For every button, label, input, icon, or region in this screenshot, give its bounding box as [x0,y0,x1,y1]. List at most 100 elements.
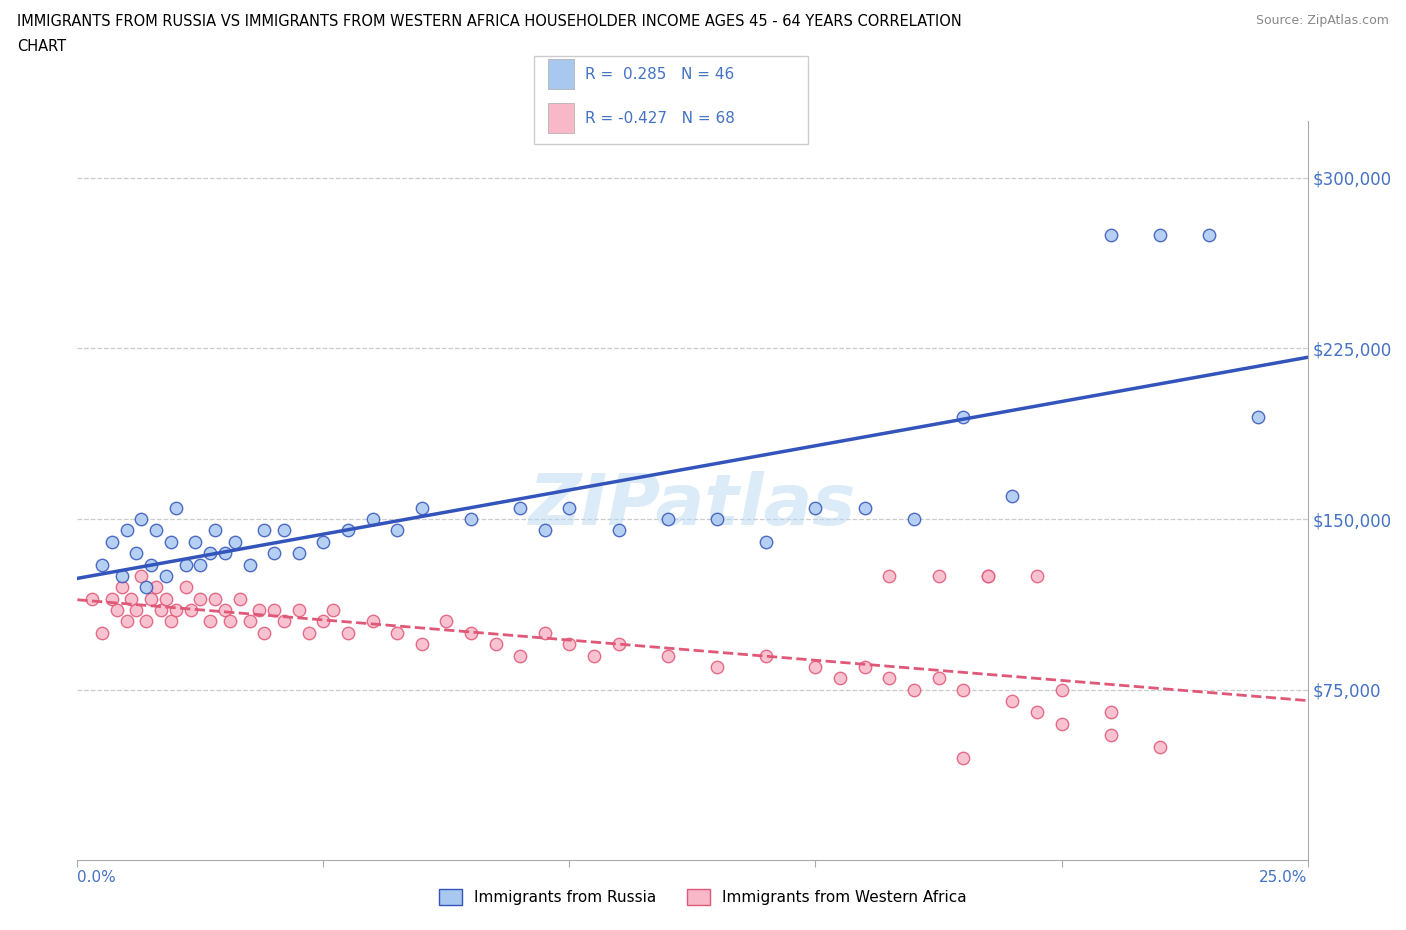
Point [755,535,778,550]
Point [174,557,197,572]
Point [263,603,285,618]
Point [952,683,974,698]
Point [115,614,138,629]
Point [411,637,433,652]
Point [361,512,384,526]
Point [322,603,344,618]
Text: IMMIGRANTS FROM RUSSIA VS IMMIGRANTS FROM WESTERN AFRICA HOUSEHOLDER INCOME AGES: IMMIGRANTS FROM RUSSIA VS IMMIGRANTS FRO… [17,14,962,29]
Point [155,591,177,606]
Point [755,648,778,663]
Point [180,603,202,618]
Point [312,535,335,550]
Point [239,557,262,572]
Point [804,659,827,674]
Point [534,625,557,640]
Point [253,523,276,538]
Point [460,512,482,526]
Point [101,535,124,550]
Point [229,591,252,606]
Point [534,523,557,538]
Point [298,625,321,640]
Point [115,523,138,538]
Point [141,591,163,606]
Point [288,603,311,618]
Point [145,579,167,594]
Point [214,546,236,561]
Point [928,671,950,685]
Point [1198,227,1220,242]
Point [952,409,974,424]
Point [1247,409,1270,424]
Point [387,625,409,640]
Point [200,546,222,561]
Point [607,637,630,652]
Point [105,603,128,618]
Point [607,523,630,538]
Point [1149,227,1171,242]
Point [903,683,925,698]
Legend: Immigrants from Russia, Immigrants from Western Africa: Immigrants from Russia, Immigrants from … [433,883,973,911]
Point [131,568,153,583]
Point [101,591,124,606]
Point [436,614,458,629]
Point [249,603,271,618]
Point [150,603,173,618]
Point [204,523,226,538]
Point [214,603,236,618]
Point [583,648,606,663]
Point [174,579,197,594]
Text: 25.0%: 25.0% [1260,870,1308,884]
Point [219,614,242,629]
Point [706,659,728,674]
Point [125,603,148,618]
Point [1050,683,1073,698]
Point [135,614,157,629]
Point [1026,705,1049,720]
Point [288,546,311,561]
Point [263,546,285,561]
Point [804,500,827,515]
Point [509,648,531,663]
Text: R =  0.285   N = 46: R = 0.285 N = 46 [585,67,734,82]
Point [361,614,384,629]
Point [657,512,679,526]
Text: CHART: CHART [17,39,66,54]
Point [131,512,153,526]
Point [485,637,508,652]
Point [184,535,207,550]
Point [165,603,187,618]
Point [1099,727,1122,742]
Point [952,751,974,765]
Text: ZIPatlas: ZIPatlas [529,471,856,539]
Point [977,568,1000,583]
Point [387,523,409,538]
Point [145,523,167,538]
Point [239,614,262,629]
Point [155,568,177,583]
Point [928,568,950,583]
Point [82,591,104,606]
Point [121,591,143,606]
Point [204,591,226,606]
Point [273,523,295,538]
Point [411,500,433,515]
Point [190,591,212,606]
Point [312,614,335,629]
Text: R = -0.427   N = 68: R = -0.427 N = 68 [585,111,735,126]
Point [879,671,901,685]
Text: 0.0%: 0.0% [77,870,117,884]
Point [460,625,482,640]
Point [853,500,876,515]
Point [337,625,360,640]
Point [337,523,360,538]
Point [90,625,114,640]
Point [111,568,132,583]
Point [90,557,114,572]
Point [1001,489,1024,504]
Point [509,500,531,515]
Point [1001,694,1024,709]
Point [853,659,876,674]
Point [558,500,581,515]
Point [135,579,157,594]
Point [1099,705,1122,720]
